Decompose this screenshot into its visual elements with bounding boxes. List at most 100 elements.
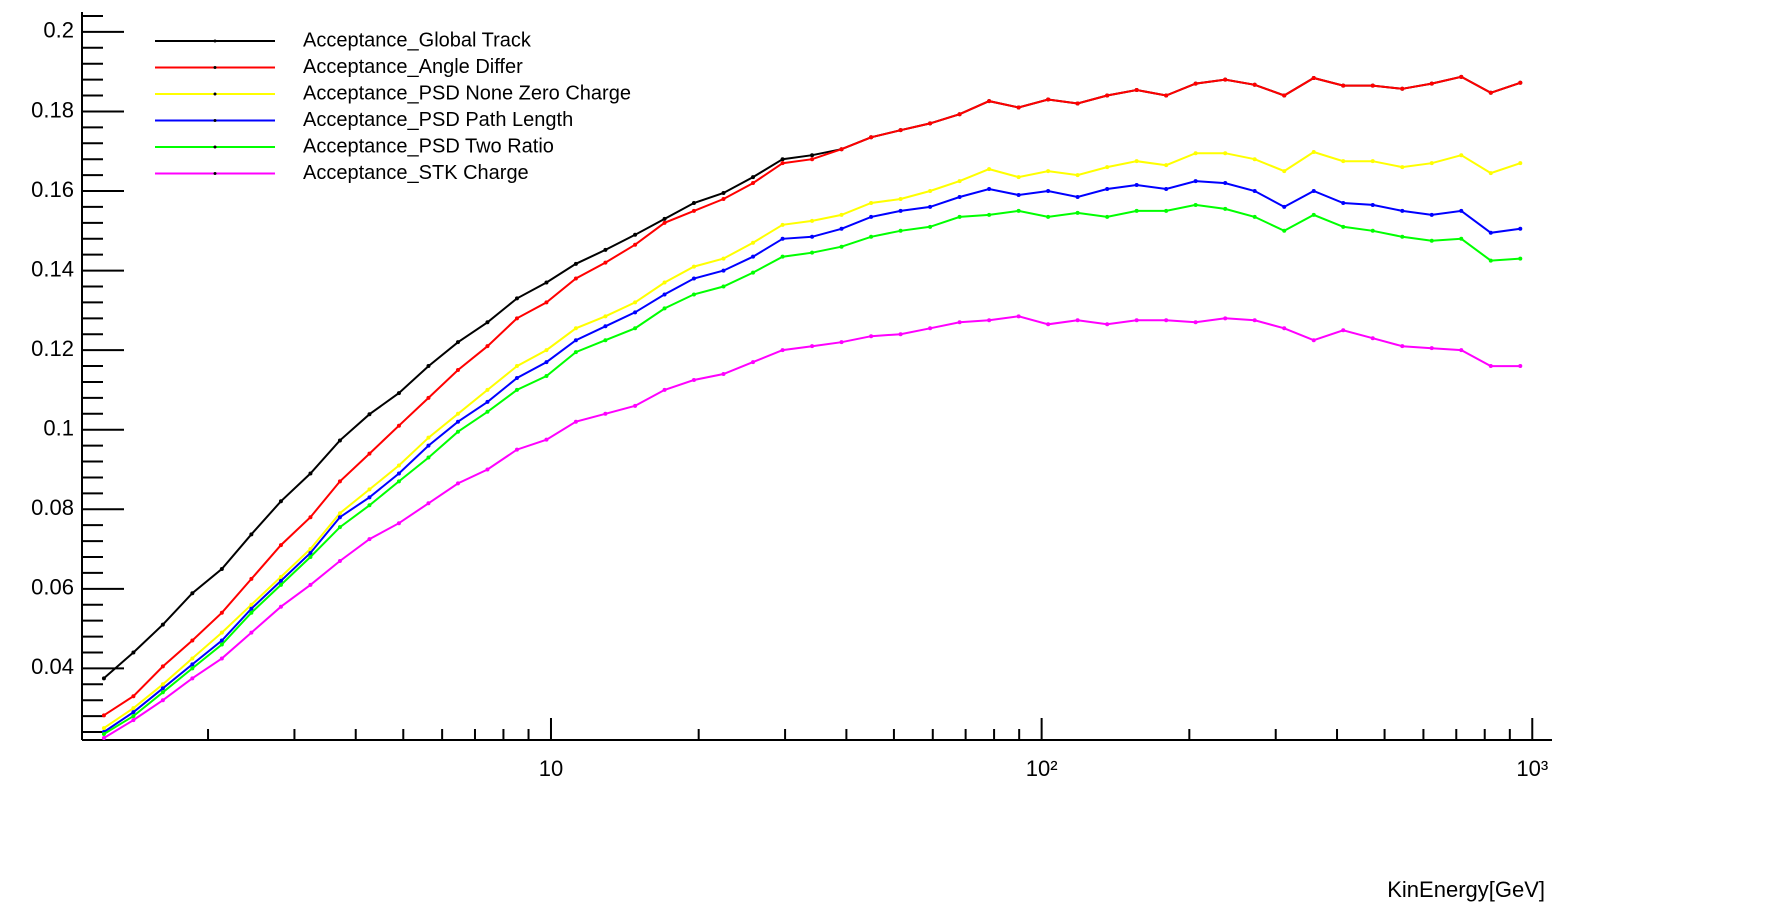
- data-point: [957, 320, 962, 325]
- data-point: [1311, 189, 1316, 194]
- data-point: [1105, 93, 1110, 98]
- data-point: [1016, 105, 1021, 110]
- data-point: [249, 606, 254, 611]
- data-point: [1164, 208, 1169, 213]
- x-tick-label: 10²: [1026, 756, 1058, 781]
- legend-label: Acceptance_PSD Two Ratio: [303, 135, 554, 157]
- data-point: [367, 495, 372, 500]
- data-point: [1223, 181, 1228, 186]
- data-point: [396, 391, 401, 396]
- data-point: [308, 547, 313, 552]
- data-point: [396, 479, 401, 484]
- data-point: [514, 296, 519, 301]
- data-point: [662, 216, 667, 221]
- data-point: [1134, 87, 1139, 92]
- data-point: [1282, 228, 1287, 233]
- data-point: [633, 242, 638, 247]
- data-point: [1164, 318, 1169, 323]
- data-point: [1134, 183, 1139, 188]
- data-point: [987, 167, 992, 172]
- data-point: [839, 226, 844, 231]
- series-line: [103, 203, 1521, 735]
- data-point: [1518, 80, 1523, 85]
- data-point: [1282, 204, 1287, 209]
- data-point: [1311, 338, 1316, 343]
- data-point: [1400, 165, 1405, 170]
- data-point: [337, 438, 342, 443]
- data-point: [721, 191, 726, 196]
- data-point: [1400, 208, 1405, 213]
- data-point: [721, 268, 726, 273]
- data-point: [396, 463, 401, 468]
- data-point: [1105, 187, 1110, 192]
- data-point: [160, 664, 165, 669]
- data-point: [1400, 86, 1405, 91]
- data-point: [1282, 326, 1287, 331]
- data-point: [573, 276, 578, 281]
- data-point: [249, 630, 254, 635]
- data-point: [1311, 150, 1316, 155]
- data-point: [1341, 328, 1346, 333]
- data-point: [839, 212, 844, 217]
- data-point: [1311, 76, 1316, 81]
- series-line: [103, 315, 1521, 739]
- data-point: [1046, 322, 1051, 327]
- data-point: [603, 324, 608, 329]
- data-point: [1223, 206, 1228, 211]
- data-point: [928, 121, 933, 126]
- data-point: [1459, 74, 1464, 79]
- data-point: [1105, 322, 1110, 327]
- legend-label: Acceptance_STK Charge: [303, 162, 529, 184]
- data-point: [780, 222, 785, 227]
- data-point: [544, 437, 549, 442]
- data-point: [101, 732, 106, 737]
- data-point: [1311, 212, 1316, 217]
- data-point: [1370, 159, 1375, 164]
- data-point: [278, 604, 283, 609]
- data-point: [751, 270, 756, 275]
- data-point: [337, 479, 342, 484]
- data-point: [780, 161, 785, 166]
- data-point: [131, 710, 136, 715]
- y-tick-label: 0.06: [31, 575, 74, 600]
- legend-marker: [213, 92, 217, 96]
- data-point: [367, 412, 372, 417]
- data-point: [485, 387, 490, 392]
- data-point: [1518, 256, 1523, 261]
- legend-label: Acceptance_Angle Differ: [303, 56, 523, 78]
- data-point: [485, 344, 490, 349]
- data-point: [633, 403, 638, 408]
- data-point: [455, 411, 460, 416]
- data-point: [485, 467, 490, 472]
- data-point: [426, 501, 431, 506]
- data-point: [1400, 344, 1405, 349]
- data-point: [1341, 224, 1346, 229]
- y-tick-label: 0.18: [31, 97, 74, 122]
- y-tick-label: 0.08: [31, 495, 74, 520]
- data-point: [131, 714, 136, 719]
- x-tick-label: 10³: [1516, 756, 1548, 781]
- data-point: [1075, 101, 1080, 106]
- data-point: [219, 638, 224, 643]
- data-point: [780, 157, 785, 162]
- data-point: [367, 487, 372, 492]
- data-point: [131, 694, 136, 699]
- data-point: [544, 280, 549, 285]
- data-point: [751, 181, 756, 186]
- data-point: [1459, 208, 1464, 213]
- data-point: [485, 409, 490, 414]
- data-point: [928, 189, 933, 194]
- data-point: [1046, 97, 1051, 102]
- y-tick-label: 0.12: [31, 336, 74, 361]
- data-point: [633, 232, 638, 237]
- legend-marker: [213, 172, 217, 175]
- data-point: [249, 576, 254, 581]
- data-point: [1518, 161, 1523, 166]
- data-point: [721, 256, 726, 261]
- data-point: [367, 451, 372, 456]
- data-point: [751, 360, 756, 365]
- data-point: [1164, 187, 1169, 192]
- data-point: [573, 338, 578, 343]
- data-point: [278, 574, 283, 579]
- data-point: [780, 236, 785, 241]
